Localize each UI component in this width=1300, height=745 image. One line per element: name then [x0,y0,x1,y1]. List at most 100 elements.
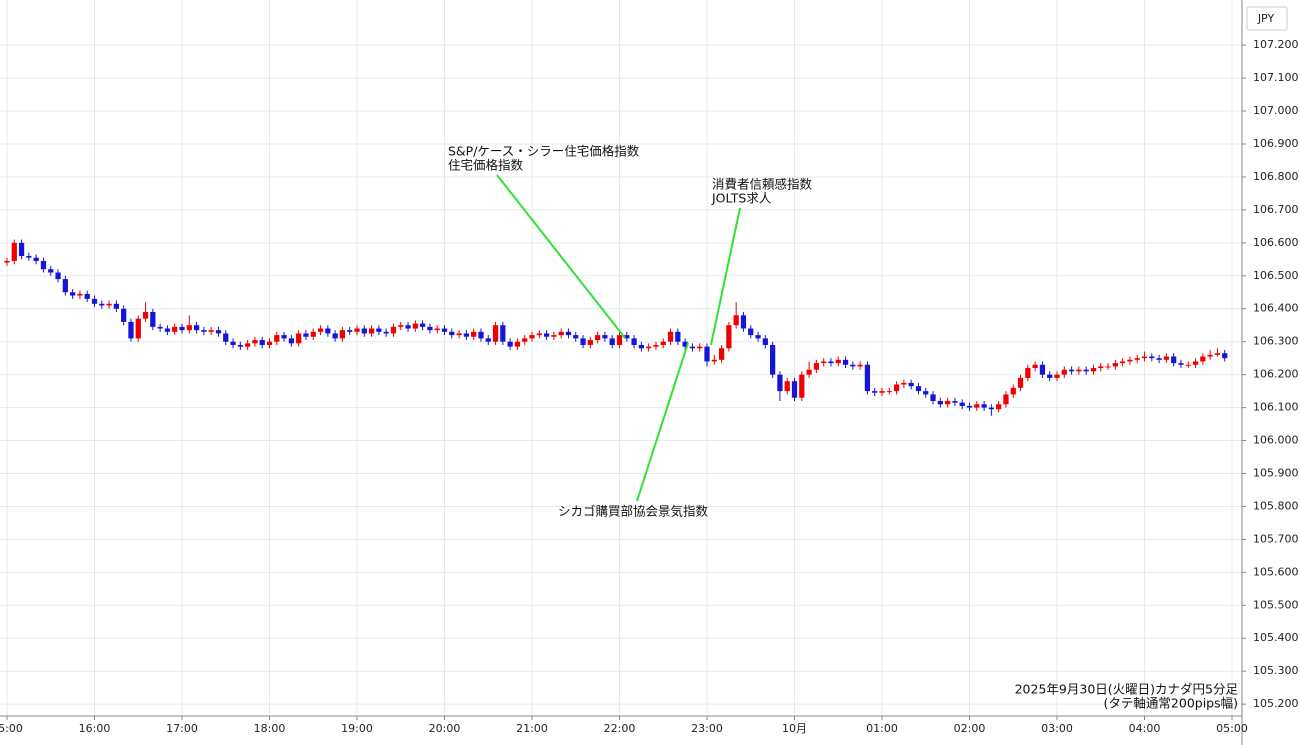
candle-body [325,328,331,334]
annotation-line [710,207,741,346]
candle-body [740,315,747,329]
candle-body [339,330,346,339]
x-tick-label: 05:00 [1216,722,1248,735]
candle-body [1222,353,1228,359]
y-tick-label: 105.300 [1253,664,1299,677]
candle-body [354,328,360,332]
candle-body [879,391,885,393]
y-tick-label: 107.100 [1253,71,1299,84]
x-tick-label: 03:00 [1041,722,1073,735]
candle-body [791,381,798,398]
candle-body [784,381,790,392]
y-tick-label: 106.900 [1253,137,1299,150]
candle-body [376,328,382,332]
candle-body [886,391,892,393]
candle-body [522,338,528,342]
x-tick-label: 01:00 [866,722,898,735]
candle-body [485,338,491,342]
candle-body [1047,374,1053,378]
candle-body [945,400,951,405]
candle-body [580,338,586,345]
y-tick-label: 106.200 [1253,368,1299,381]
candle-body [631,338,637,345]
y-tick-label: 107.000 [1253,104,1299,117]
candle-body [828,361,834,364]
y-tick-label: 106.000 [1253,434,1299,447]
candle-body [646,346,652,349]
candle-body [1171,356,1177,364]
candle-body [1061,369,1067,375]
candle-body [602,335,608,339]
candle-body [193,325,200,331]
candle-body [223,333,229,342]
candle-body [514,341,521,347]
candle-body [966,405,973,408]
candle-body [901,382,907,385]
annotation-line [496,174,626,339]
candle-body [4,260,10,263]
candle-body [529,335,535,339]
candle-body [543,333,550,337]
y-tick-label: 105.400 [1253,631,1299,644]
candle-body [1083,369,1089,372]
candle-body [230,341,236,345]
candle-body [1185,364,1191,366]
candle-body [18,242,25,257]
candle-body [33,257,39,261]
candle-body [1207,354,1213,357]
y-tick-label: 106.400 [1253,302,1299,315]
candle-body [835,359,841,364]
candle-body [755,335,761,339]
candle-body [908,382,914,387]
candle-body [558,331,564,336]
candle-body [1112,363,1118,367]
candle-body [1163,356,1170,360]
x-tick-label: 02:00 [954,722,986,735]
candle-body [915,386,922,392]
candle-body [1127,359,1133,362]
candle-body [121,308,127,322]
candle-body [748,328,754,336]
y-tick-label: 105.700 [1253,532,1299,545]
candle-body [682,341,688,347]
candle-body [616,335,623,345]
candle-body [981,404,987,408]
y-tick-label: 106.800 [1253,170,1299,183]
candle-body [1054,374,1060,378]
x-tick-label: 17:00 [166,722,198,735]
candle-body [245,343,251,347]
candle-body [988,407,995,410]
candle-body [471,331,477,337]
candle-body [179,326,185,331]
candle-body [507,341,513,347]
y-tick-label: 105.900 [1253,466,1299,479]
candle-body [1010,387,1016,395]
candle-body [1076,369,1082,372]
y-tick-label: 105.500 [1253,598,1299,611]
candle-body [1068,369,1075,372]
candle-body [252,340,258,344]
candle-body [157,326,163,329]
candle-body [70,292,76,296]
candle-body [1200,356,1206,362]
x-tick-label: 15:00 [0,722,23,735]
candle-body [813,363,820,370]
annotation-text: JOLTS求人 [711,191,772,206]
x-tick-label: 22:00 [604,722,636,735]
y-tick-label: 105.200 [1253,697,1299,710]
x-tick-label: 04:00 [1129,722,1161,735]
candle-body [609,338,615,345]
y-tick-label: 106.700 [1253,203,1299,216]
x-tick-label: 10月 [782,722,807,735]
candle-body [296,333,302,344]
candle-body [718,348,725,360]
candle-body [215,330,222,334]
candle-body [777,374,783,392]
candle-body [398,325,404,327]
annotation-text: 住宅価格指数 [448,158,524,173]
candle-body [1017,377,1024,388]
candle-body [40,260,47,270]
candle-body [842,359,849,365]
candle-body [675,331,681,342]
